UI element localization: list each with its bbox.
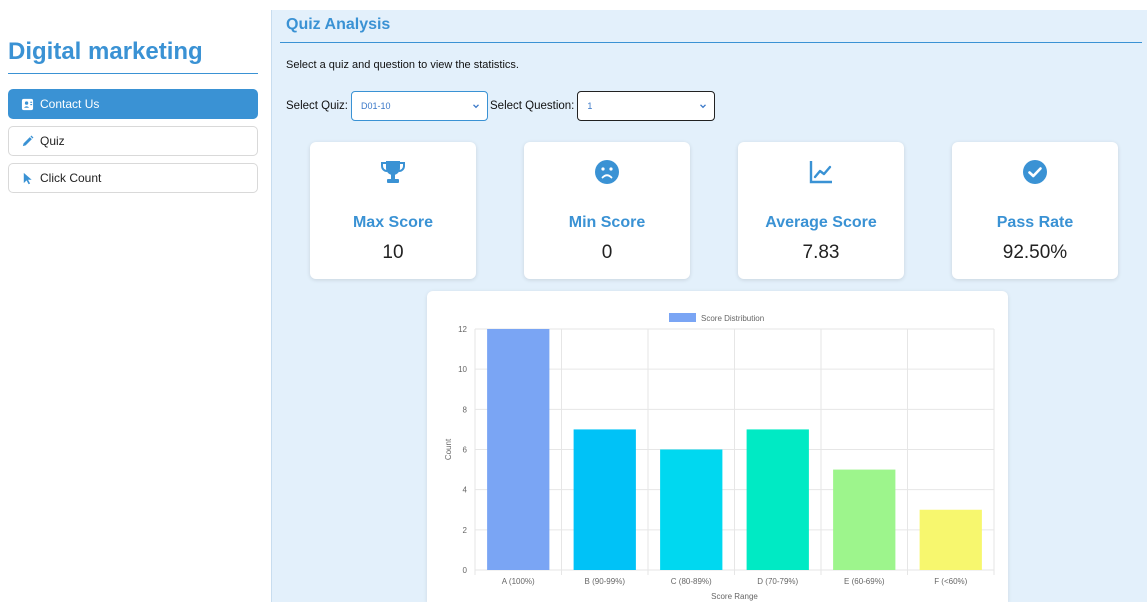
bar xyxy=(746,429,809,570)
stat-label: Pass Rate xyxy=(996,214,1074,231)
stat-card-pass-rate: Pass Rate 92.50% xyxy=(952,142,1118,279)
quiz-select-label: Select Quiz: xyxy=(286,100,348,112)
sidebar-item-contact-us[interactable]: Contact Us xyxy=(8,89,258,119)
contact-card-icon xyxy=(20,97,34,111)
y-tick-label: 0 xyxy=(463,566,468,575)
x-tick-label: E (60-69%) xyxy=(844,577,885,586)
sad-face-icon xyxy=(524,156,690,188)
brand-divider xyxy=(8,73,258,74)
x-tick-label: F (<60%) xyxy=(934,577,967,586)
x-tick-label: C (80-89%) xyxy=(671,577,712,586)
sidebar-item-label: Quiz xyxy=(40,134,65,148)
x-axis-title: Score Range xyxy=(711,592,758,601)
chevron-down-icon xyxy=(700,104,707,109)
chevron-down-icon xyxy=(473,104,479,109)
question-select-label: Select Question: xyxy=(490,100,575,112)
chart-svg: 0 2 4 6 8 10 12 A (100%) B (90-99%) C (80-89%) D (… xyxy=(444,313,995,601)
bar xyxy=(833,469,896,570)
sidebar-item-label: Contact Us xyxy=(40,97,100,111)
y-tick-label: 10 xyxy=(458,365,467,374)
stat-label: Max Score xyxy=(352,214,434,231)
quiz-select[interactable]: D01-10 xyxy=(351,91,488,121)
sidebar-item-quiz[interactable]: Quiz xyxy=(8,126,258,156)
stat-value: 92.50% xyxy=(1002,242,1068,263)
filter-bar: Select Quiz: D01-10 Select Question: 1 xyxy=(286,91,716,121)
pointer-icon xyxy=(20,171,34,185)
bar xyxy=(660,449,723,570)
brand-title: Digital marketing xyxy=(8,38,203,65)
stat-label: Average Score xyxy=(765,214,877,231)
sidebar-item-click-count[interactable]: Click Count xyxy=(8,163,258,193)
quiz-select-value: D01-10 xyxy=(361,101,391,111)
stat-value: 0 xyxy=(601,242,613,263)
page-subtitle: Select a quiz and question to view the s… xyxy=(286,59,519,71)
main-panel: Quiz Analysis Select a quiz and question… xyxy=(271,10,1147,602)
bar xyxy=(487,329,550,570)
question-select-value: 1 xyxy=(587,101,593,111)
question-select[interactable]: 1 xyxy=(577,91,716,121)
y-tick-label: 6 xyxy=(463,446,468,455)
stat-label: Min Score xyxy=(568,214,646,231)
title-divider xyxy=(280,42,1142,43)
x-tick-label: A (100%) xyxy=(502,577,535,586)
stat-value: 7.83 xyxy=(802,242,840,263)
y-axis-title: Count xyxy=(444,438,453,460)
y-tick-label: 2 xyxy=(463,526,468,535)
check-circle-icon xyxy=(952,156,1118,188)
sidebar-item-label: Click Count xyxy=(40,171,102,185)
x-tick-label: D (70-79%) xyxy=(757,577,798,586)
legend-label: Score Distribution xyxy=(701,314,764,323)
sidebar: Digital marketing Contact Us Quiz Click … xyxy=(0,0,271,602)
stat-card-average-score: Average Score 7.83 xyxy=(738,142,904,279)
stat-value: 10 xyxy=(382,242,404,263)
legend-swatch xyxy=(669,313,696,322)
page-title: Quiz Analysis xyxy=(286,16,391,33)
bar xyxy=(573,429,636,570)
stat-card-max-score: Max Score 10 xyxy=(310,142,476,279)
stat-card-min-score: Min Score 0 xyxy=(524,142,690,279)
y-tick-label: 8 xyxy=(463,405,468,414)
pencil-icon xyxy=(20,134,34,148)
line-chart-icon xyxy=(738,156,904,188)
y-tick-label: 12 xyxy=(458,325,467,334)
x-tick-label: B (90-99%) xyxy=(585,577,626,586)
trophy-icon xyxy=(310,156,476,188)
bar xyxy=(919,509,982,570)
y-tick-label: 4 xyxy=(463,486,468,495)
score-distribution-chart: 0 2 4 6 8 10 12 A (100%) B (90-99%) C (80-89%) D (… xyxy=(427,291,1008,602)
